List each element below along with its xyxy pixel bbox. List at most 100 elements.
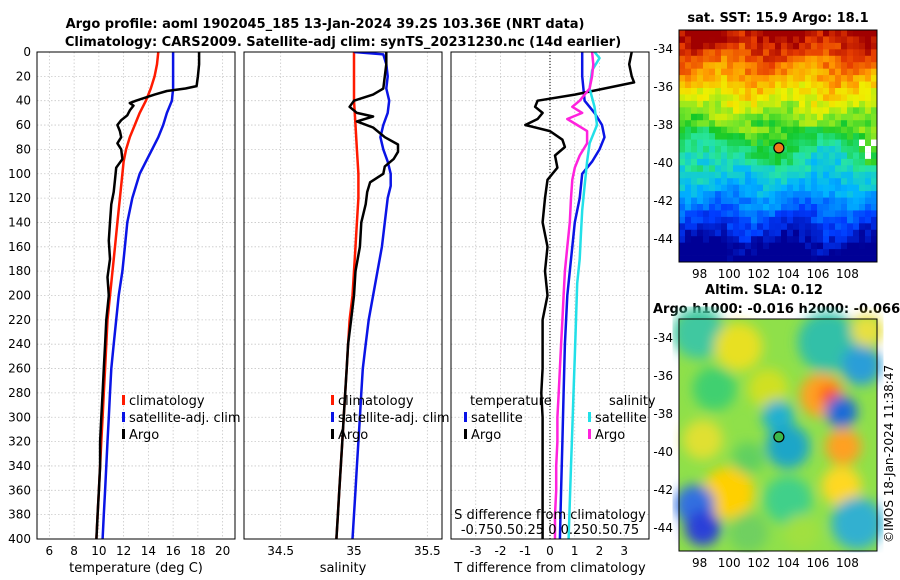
sst-cell — [871, 62, 878, 70]
sst-cell — [733, 178, 740, 186]
sst-cell — [721, 171, 728, 179]
sst-cell — [703, 113, 710, 121]
sst-cell — [685, 120, 692, 128]
map-lon-tick: 108 — [836, 556, 859, 570]
sst-cell — [733, 107, 740, 115]
sla-anomaly — [748, 368, 789, 409]
sst-cell — [847, 100, 854, 108]
sst-cell — [763, 133, 770, 140]
sst-cell — [679, 158, 686, 166]
sst-cell — [841, 223, 848, 231]
sst-cell — [811, 120, 818, 128]
sst-cell — [709, 255, 716, 263]
sst-cell — [835, 171, 842, 179]
sst-cell — [835, 158, 842, 166]
sst-cell — [871, 191, 878, 198]
sst-cell — [691, 55, 698, 63]
sst-cell — [751, 255, 758, 263]
sst-cell — [703, 210, 710, 218]
sst-cell — [775, 55, 782, 63]
sst-cell — [829, 158, 836, 166]
sst-cell — [787, 88, 794, 95]
sst-cell — [793, 146, 800, 153]
sst-cell — [685, 81, 692, 89]
sst-cell — [733, 42, 740, 50]
sst-cell — [703, 120, 710, 128]
sst-cell — [751, 171, 758, 179]
sst-cell — [871, 178, 878, 186]
map-lat-tick: -40 — [653, 156, 673, 170]
sst-cell — [721, 49, 728, 57]
sst-cell — [787, 75, 794, 82]
sst-cell — [847, 75, 854, 82]
sst-cell — [817, 126, 824, 134]
depth-tick-label: 80 — [16, 142, 31, 156]
sst-cell — [835, 75, 842, 82]
sst-cell — [799, 249, 806, 256]
sst-cell — [811, 133, 818, 140]
sla-anomaly — [684, 509, 721, 546]
sst-cell — [691, 216, 698, 224]
sst-cell — [859, 229, 866, 237]
sst-cell — [841, 107, 848, 115]
sst-cell — [775, 216, 782, 224]
sst-cell — [835, 191, 842, 198]
sst-cell — [757, 49, 764, 57]
sst-cell — [865, 88, 872, 95]
sst-cell — [793, 236, 800, 244]
map-lat-tick: -34 — [653, 42, 673, 56]
sst-cell — [805, 49, 812, 57]
sst-cell — [769, 42, 776, 50]
sst-cell — [817, 255, 824, 263]
sst-cell — [679, 165, 686, 173]
sst-cell — [733, 55, 740, 63]
sst-cell — [829, 255, 836, 263]
sst-cell — [847, 229, 854, 237]
sst-cell — [691, 249, 698, 256]
sst-cell — [859, 81, 866, 89]
sst-cell — [847, 81, 854, 89]
sst-cell — [691, 152, 698, 160]
sst-cell — [853, 55, 860, 63]
sst-cell — [733, 223, 740, 231]
sst-cell — [757, 100, 764, 108]
sst-cell — [841, 184, 848, 192]
sst-cell — [745, 204, 752, 211]
map-lat-tick: -42 — [653, 483, 673, 497]
sst-cell — [847, 184, 854, 192]
sst-cell — [865, 197, 872, 205]
sst-cell — [817, 62, 824, 70]
sst-cell — [811, 146, 818, 153]
sst-cell — [757, 146, 764, 153]
sst-cell — [775, 204, 782, 211]
imos-stamp: ©IMOS 18-Jan-2024 11:38:47 — [882, 365, 896, 543]
sst-cell — [757, 223, 764, 231]
sst-cell — [751, 30, 758, 37]
sst-cell — [859, 68, 866, 76]
sst-cell — [745, 197, 752, 205]
sst-cell — [751, 62, 758, 70]
sst-cell — [823, 107, 830, 115]
sst-cell — [859, 30, 866, 37]
map-lat-tick: -38 — [653, 118, 673, 132]
sst-cell — [829, 236, 836, 244]
sst-cell — [871, 184, 878, 192]
sst-cell — [805, 55, 812, 63]
sst-cell — [865, 62, 872, 70]
sst-cell — [871, 197, 878, 205]
sst-cell — [859, 100, 866, 108]
sst-cell — [793, 62, 800, 70]
sst-cell — [853, 158, 860, 166]
sst-cell — [805, 229, 812, 237]
sst-cell — [703, 158, 710, 166]
sst-cell — [835, 210, 842, 218]
sst-cell — [811, 30, 818, 37]
sst-cell — [841, 216, 848, 224]
sst-cell — [685, 210, 692, 218]
sst-cell — [787, 165, 794, 173]
sst-cell — [727, 42, 734, 50]
sst-cell — [715, 171, 722, 179]
sst-cell — [739, 197, 746, 205]
sst-cell — [775, 36, 782, 44]
sst-cell — [799, 242, 806, 250]
